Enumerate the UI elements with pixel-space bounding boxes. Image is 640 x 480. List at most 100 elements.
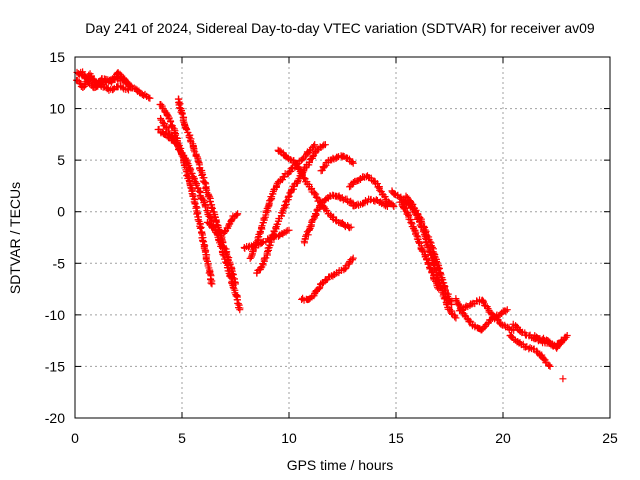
data-point — [389, 201, 397, 209]
data-series-track-20 — [396, 198, 443, 293]
y-tick-label: -10 — [45, 307, 65, 323]
data-point — [426, 238, 434, 246]
data-point — [399, 203, 407, 211]
data-point — [254, 241, 262, 249]
data-point — [146, 94, 154, 102]
data-point — [441, 285, 449, 293]
data-point — [413, 210, 421, 218]
data-point — [173, 140, 181, 148]
data-point — [557, 338, 565, 346]
y-tick-label: -15 — [45, 358, 65, 374]
data-point — [185, 133, 193, 141]
data-point — [452, 314, 460, 322]
data-point — [280, 205, 288, 213]
data-point — [179, 117, 187, 125]
data-series-track-25 — [506, 331, 554, 370]
data-series-track-16 — [298, 254, 357, 304]
data-point — [207, 279, 215, 287]
data-point — [407, 218, 415, 226]
plot-frame — [74, 56, 611, 419]
y-tick-label: 10 — [49, 101, 65, 117]
data-point — [349, 159, 357, 167]
data-point — [434, 284, 442, 292]
data-series-track-7 — [154, 125, 182, 149]
data-point — [312, 193, 320, 201]
data-point — [310, 142, 318, 150]
data-point — [258, 222, 266, 230]
data-point — [81, 73, 89, 81]
data-point — [428, 243, 436, 251]
data-point — [298, 155, 306, 163]
data-point — [318, 166, 326, 174]
data-point — [427, 264, 435, 272]
data-series-track-13 — [289, 157, 355, 232]
data-point — [304, 231, 312, 239]
x-tick-label: 15 — [388, 430, 404, 446]
data-point — [167, 118, 175, 126]
data-point — [425, 259, 433, 267]
data-point — [190, 146, 198, 154]
y-tick-label: 0 — [57, 204, 65, 220]
x-tick-label: 5 — [178, 430, 186, 446]
y-axis-label: SDTVAR / TECUs — [7, 182, 23, 294]
data-point — [435, 265, 443, 273]
data-point — [230, 285, 238, 293]
data-point — [174, 141, 182, 149]
data-series-track-17 — [346, 172, 398, 211]
y-tick-label: -5 — [53, 255, 66, 271]
data-point — [349, 256, 357, 264]
data-series-track-3 — [77, 68, 132, 94]
y-tick-label: 15 — [49, 49, 65, 65]
data-point — [494, 316, 502, 324]
data-point — [480, 298, 488, 306]
data-point — [311, 141, 319, 149]
data-point — [177, 148, 185, 156]
data-point — [285, 192, 293, 200]
data-point — [202, 256, 210, 264]
data-point — [381, 193, 389, 201]
data-point — [189, 143, 197, 151]
data-point — [306, 147, 314, 155]
data-series-track-26 — [531, 332, 567, 352]
data-point — [208, 204, 216, 212]
data-point — [460, 310, 468, 318]
data-point — [264, 247, 272, 255]
data-series-track-23 — [456, 296, 518, 334]
data-point — [487, 316, 495, 324]
data-point — [208, 223, 216, 231]
data-point — [321, 197, 329, 205]
x-tick-label: 0 — [71, 430, 79, 446]
data-point — [157, 101, 165, 109]
data-point — [456, 307, 464, 315]
data-point — [258, 239, 266, 247]
data-point — [377, 198, 385, 206]
data-point — [526, 344, 534, 352]
data-series-track-27 — [559, 375, 567, 383]
data-point — [109, 85, 117, 93]
data-point — [559, 337, 567, 345]
data-series-track-21 — [402, 192, 456, 309]
data-point — [232, 292, 240, 300]
data-point — [424, 260, 432, 268]
data-point — [283, 197, 291, 205]
data-point — [232, 280, 239, 288]
data-point — [287, 165, 295, 173]
data-point — [206, 269, 214, 277]
data-point — [382, 201, 390, 209]
data-point — [563, 331, 571, 339]
data-point — [194, 216, 202, 224]
data-point — [448, 301, 456, 309]
data-point — [415, 238, 423, 246]
data-series-track-14 — [300, 191, 359, 247]
chart-title: Day 241 of 2024, Sidereal Day-to-day VTE… — [85, 20, 595, 36]
data-point — [205, 191, 213, 199]
grid — [75, 57, 610, 418]
data-point — [220, 244, 228, 252]
data-point — [178, 110, 186, 118]
data-point — [285, 226, 293, 234]
data-point — [312, 190, 320, 198]
data-series-track-15 — [317, 152, 357, 175]
data-point — [347, 223, 355, 231]
data-point — [321, 141, 329, 149]
